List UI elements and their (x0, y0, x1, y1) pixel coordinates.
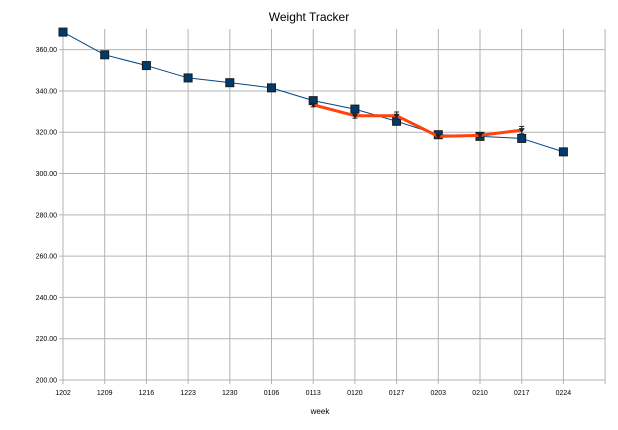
y-tick-label: 240.00 (36, 295, 58, 302)
x-tick-label: 0120 (347, 390, 363, 397)
data-point-marker (267, 83, 276, 93)
data-point-marker (58, 27, 68, 37)
y-tick-label: 260.00 (36, 254, 58, 261)
data-point-marker (141, 61, 151, 71)
x-tick-label: 0224 (556, 390, 572, 397)
grid-lines (63, 29, 606, 380)
x-tick-label: 1223 (180, 390, 196, 397)
y-tick-label: 280.00 (36, 212, 58, 219)
x-tick-label: 0127 (389, 390, 405, 397)
series-2 (310, 102, 525, 140)
data-point-marker (435, 134, 442, 140)
x-tick-label: 1230 (222, 390, 238, 397)
data-point-marker (310, 102, 317, 108)
y-tick-label: 360.00 (36, 47, 58, 54)
x-tick-label: 0210 (472, 390, 488, 397)
x-axis-label: week (310, 407, 331, 416)
data-point-marker (517, 133, 527, 143)
data-point-marker (477, 133, 483, 139)
data-point-marker (393, 113, 400, 119)
data-point-marker (183, 73, 193, 83)
x-tick-label: 1209 (97, 390, 113, 397)
x-tick-label: 0106 (264, 390, 280, 397)
y-tick-label: 300.00 (36, 171, 58, 178)
x-tick-label: 0217 (514, 390, 530, 397)
y-tick-label: 200.00 (36, 378, 58, 385)
x-tick-label: 1202 (55, 390, 71, 397)
data-point-marker (350, 104, 360, 114)
axes: 200.00 220.00 240.00 260.00 280.00 300.00 320.… (36, 29, 606, 397)
data-point-marker (518, 128, 525, 134)
y-tick-label: 340.00 (36, 88, 58, 95)
series-group (58, 27, 568, 157)
data-point-marker (351, 113, 358, 119)
chart-title: Weight Tracker (269, 10, 349, 24)
y-tick-label: 320.00 (36, 130, 58, 137)
data-point-marker (225, 78, 235, 88)
series-2-line (312, 103, 522, 138)
data-point-marker (100, 50, 110, 60)
x-tick-label: 0203 (431, 390, 447, 397)
y-tick-label: 220.00 (36, 336, 58, 343)
x-tick-label: 0113 (306, 390, 321, 397)
data-point-marker (558, 147, 568, 157)
x-tick-label: 1216 (139, 390, 155, 397)
